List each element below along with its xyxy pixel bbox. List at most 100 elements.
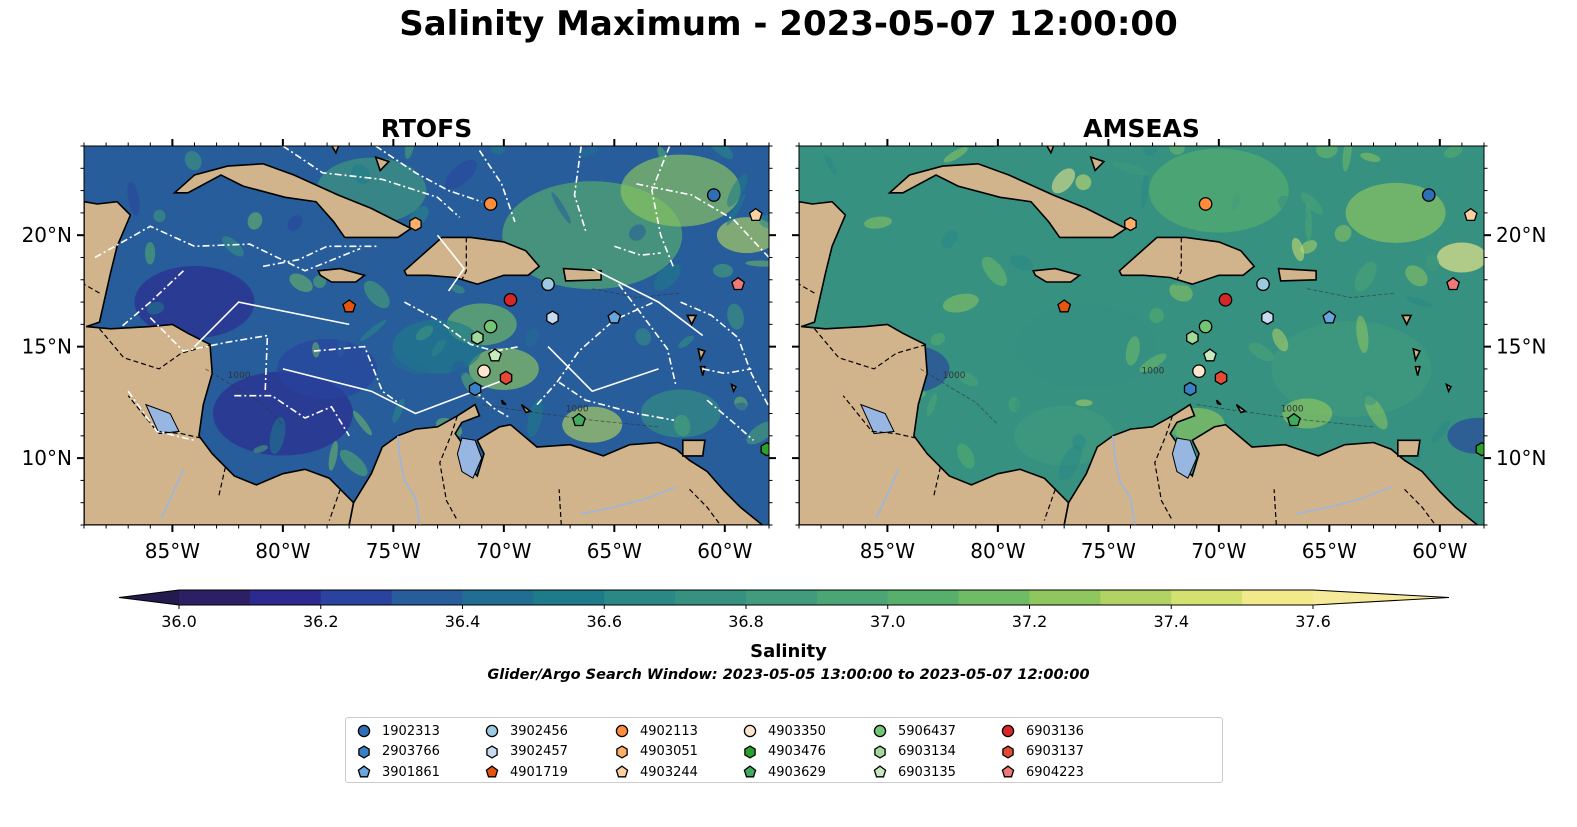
eez-boundary <box>313 345 399 404</box>
legend-label: 6903134 <box>898 744 956 759</box>
country-border <box>218 466 226 497</box>
float-marker-4903350 <box>1192 364 1206 379</box>
eddy-swirl <box>1143 146 1158 156</box>
eez-boundary <box>234 394 350 437</box>
land-mass <box>520 403 533 414</box>
y-tick-label: 20°N <box>1496 223 1546 247</box>
eddy-swirl <box>1356 315 1369 354</box>
legend-label: 4903350 <box>768 723 826 739</box>
land-mass <box>955 146 995 147</box>
salinity-patch <box>1014 405 1115 466</box>
legend-item-5906437: 5906437 <box>872 721 956 741</box>
eez-boundary <box>436 234 466 292</box>
eddy-swirl <box>726 173 748 207</box>
legend-marker-hexagon <box>1002 744 1014 759</box>
legend-marker-pentagon <box>615 765 629 778</box>
eddy-swirl <box>712 263 733 278</box>
eez-boundary <box>474 390 511 419</box>
legend-marker-circle <box>615 724 629 738</box>
legend-marker-pentagon <box>743 765 757 778</box>
float-marker-4903350 <box>477 364 491 379</box>
eez-boundary <box>282 368 505 415</box>
eddy-swirl <box>1111 161 1150 176</box>
legend-label: 4903244 <box>640 764 698 780</box>
salinity-patch <box>1447 417 1484 454</box>
eddy-swirl <box>1260 381 1277 414</box>
y-tick-label: 10°N <box>1496 446 1546 470</box>
eddy-swirl <box>1291 237 1305 262</box>
eddy-swirl <box>1334 224 1352 242</box>
eddy-swirl <box>1342 146 1353 172</box>
x-tick-label: 70°W <box>1191 539 1246 563</box>
colorbar-segment <box>1029 590 1101 605</box>
legend-marker-shape <box>616 744 628 759</box>
legend-item-4901719: 4901719 <box>484 762 568 782</box>
eddy-swirl <box>1272 328 1289 352</box>
x-tick-label: 65°W <box>1302 539 1357 563</box>
x-tick-label: 80°W <box>255 539 310 563</box>
land-mass <box>1063 403 1479 525</box>
salinity-patch <box>1271 320 1432 417</box>
eddy-swirl <box>153 209 166 223</box>
legend-marker-shape <box>357 765 371 778</box>
land-mass <box>172 162 413 239</box>
country-border <box>1273 489 1277 525</box>
float-marker-6903135 <box>488 348 502 362</box>
eddy-swirl <box>912 289 930 301</box>
float-marker-3902456 <box>541 277 555 292</box>
country-border <box>439 415 458 521</box>
lake-nicaragua <box>144 403 180 435</box>
salinity-patch <box>277 338 378 399</box>
eez-boundary <box>375 146 482 203</box>
legend-item-2903766: 2903766 <box>356 742 440 762</box>
float-marker-4901719 <box>1057 299 1072 313</box>
salinity-patch <box>1345 182 1446 243</box>
map-panel-rtofs: 1000 1000 RTOFS 85°W 80°W 75°W 70°W 65°W 60°W 20°… <box>22 114 776 563</box>
float-marker-4901719 <box>342 299 357 313</box>
legend-marker-pentagon <box>1001 765 1015 778</box>
eddy-swirl <box>1058 445 1082 482</box>
eez-boundary <box>478 150 516 223</box>
x-tick-label: 75°W <box>1081 539 1136 563</box>
float-marker-6904223 <box>1446 276 1461 291</box>
legend-marker-shape <box>743 765 757 778</box>
legend-label: 4902113 <box>640 723 698 739</box>
eddy-swirl <box>1431 420 1451 443</box>
colorbar-over-extension <box>1313 590 1449 605</box>
legend-marker-shape <box>1001 765 1015 778</box>
river <box>1112 435 1136 525</box>
bathymetry-contour <box>1307 288 1396 299</box>
legend-marker-shape <box>1001 724 1015 738</box>
eddy-swirl <box>488 155 518 178</box>
x-tick-label: 60°W <box>1412 539 1467 563</box>
eez-boundary <box>127 390 195 442</box>
land-mass <box>887 162 1128 239</box>
contour-label: 1000 <box>943 371 966 381</box>
float-marker-2903766 <box>1183 381 1197 397</box>
colorbar-segment <box>604 590 676 605</box>
eddy-swirl <box>247 212 263 230</box>
legend-label: 3902457 <box>510 744 568 759</box>
float-marker-3902457 <box>546 310 559 325</box>
legend-item-4902113: 4902113 <box>614 721 698 741</box>
float-marker-4903629 <box>1287 412 1301 427</box>
eddy-swirl <box>943 147 968 163</box>
legend-marker-hexagon <box>744 744 756 759</box>
salinity-patch <box>1148 148 1289 233</box>
country-border <box>99 328 213 370</box>
search-window-subtitle: Glider/Argo Search Window: 2023-05-05 13… <box>487 667 1090 683</box>
legend-label: 6904223 <box>1026 764 1084 780</box>
salinity-patch <box>468 347 539 390</box>
land-mass <box>500 399 507 406</box>
eez-boundary <box>121 270 184 328</box>
land-mass <box>1118 236 1256 286</box>
river <box>160 468 185 519</box>
legend-label: 2903766 <box>382 744 440 759</box>
legend-marker-shape <box>1002 744 1014 759</box>
land-mass <box>1397 439 1421 457</box>
river <box>581 486 677 515</box>
eddy-swirl <box>287 215 303 232</box>
legend-marker-circle <box>357 724 371 738</box>
legend-item-1902313: 1902313 <box>356 721 440 741</box>
